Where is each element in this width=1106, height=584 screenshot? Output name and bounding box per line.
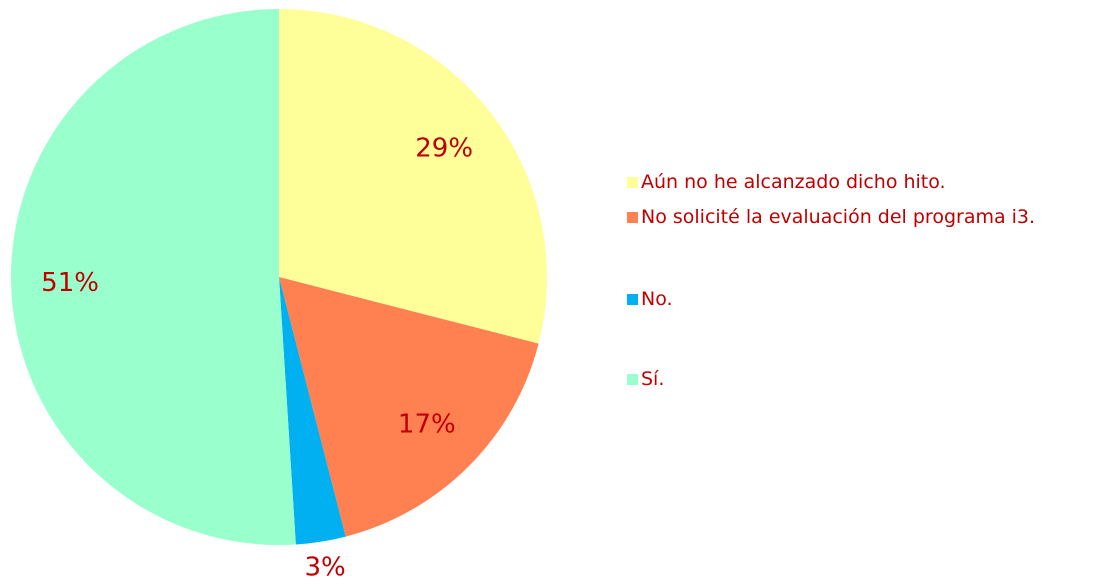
legend-item: No solicité la evaluación del programa i… [627, 204, 1067, 231]
legend-item: Sí. [627, 366, 1067, 393]
chart: 29% 17% 3% 51% [10, 9, 547, 583]
data-label: 29% [415, 133, 473, 163]
legend-label: Sí. [641, 368, 665, 390]
pie-slice [10, 9, 296, 546]
legend-swatch [627, 294, 638, 305]
legend-swatch [627, 177, 638, 188]
pie-slice [279, 277, 346, 545]
legend-item: No. [627, 286, 1067, 313]
legend-label: No. [641, 288, 673, 310]
legend-label: No solicité la evaluación del programa i… [641, 206, 1036, 228]
legend-swatch [627, 374, 638, 385]
data-label: 17% [398, 409, 456, 439]
legend-item: Aún no he alcanzado dicho hito. [627, 169, 1067, 196]
data-label: 3% [304, 553, 345, 583]
pie-slice [279, 9, 547, 344]
legend-swatch [627, 212, 638, 223]
legend-label: Aún no he alcanzado dicho hito. [641, 171, 946, 193]
pie-slice [279, 277, 539, 537]
data-label: 51% [41, 268, 99, 298]
